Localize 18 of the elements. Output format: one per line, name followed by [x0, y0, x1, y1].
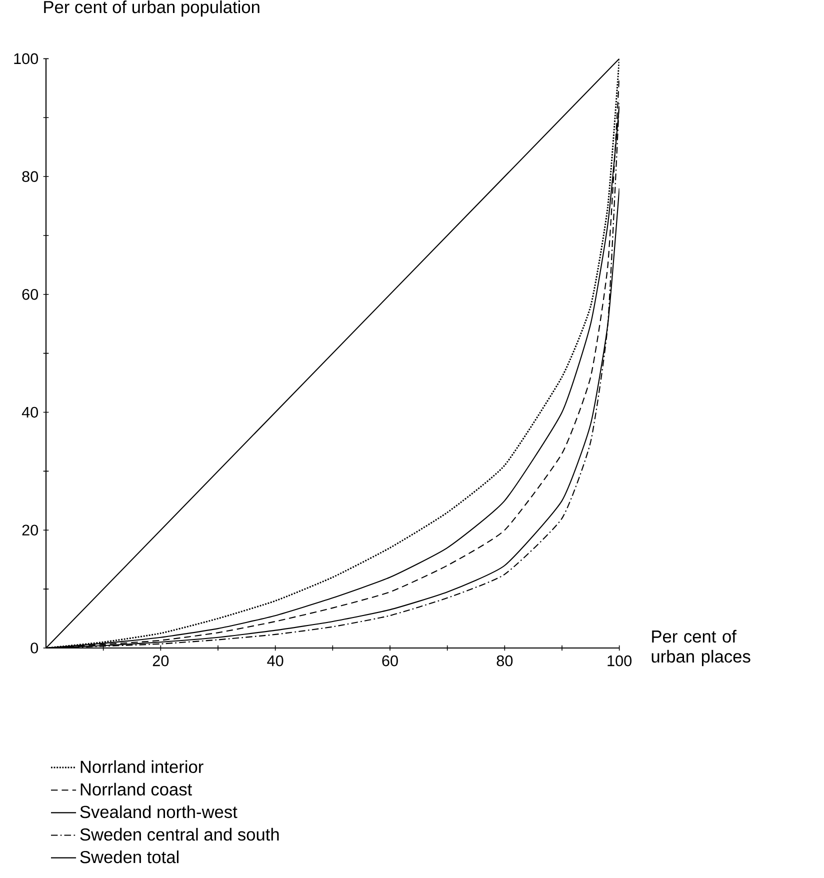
- legend-label: Norrland coast: [80, 782, 192, 796]
- y-tick-label: 20: [22, 524, 38, 536]
- x-tick-label: 60: [382, 655, 398, 666]
- x-tick-label: 20: [152, 655, 169, 666]
- x-tick-label: 100: [608, 655, 632, 666]
- x-axis-title: Per cent of urban places: [652, 630, 750, 666]
- legend-label: Norrland interior: [80, 760, 204, 773]
- x-tick-label: 80: [496, 655, 513, 666]
- y-tick-label: 100: [14, 53, 38, 64]
- y-tick-label: 80: [22, 171, 38, 182]
- y-tick-label: 40: [22, 406, 38, 418]
- x-tick-label: 40: [267, 655, 284, 666]
- y-tick-label: 0: [30, 642, 38, 654]
- legend-label: Sweden central and south: [80, 828, 279, 841]
- legend-label: Svealand north-west: [80, 805, 238, 818]
- y-tick-label: 60: [22, 288, 38, 300]
- y-axis-title: Per cent of urban population: [44, 0, 260, 17]
- legend-label: Sweden total: [80, 850, 178, 864]
